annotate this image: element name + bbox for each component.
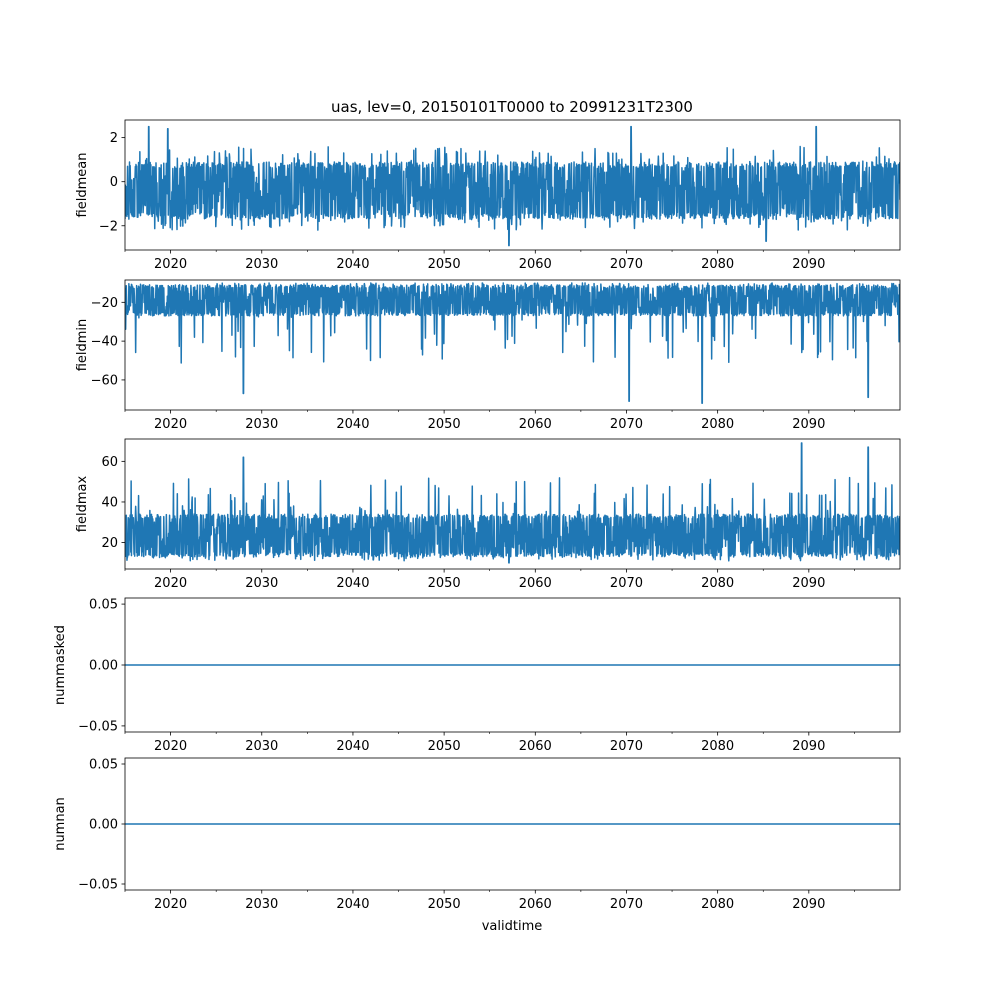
- subplot-nummasked: −0.05 0.00 0.05 2020 2030 2040 2050 2060 2070 208…: [53, 598, 901, 754]
- x-tick-label: 2020: [154, 576, 187, 591]
- axes-frame: [124, 119, 901, 251]
- x-tick-label: 2060: [519, 417, 552, 432]
- x-tick-label: 2070: [610, 417, 643, 432]
- y-axis-label: fieldmin: [75, 319, 90, 372]
- x-tick-label: 2030: [245, 417, 278, 432]
- x-tick-label: 2040: [336, 739, 369, 754]
- x-tick-label: 2050: [428, 897, 461, 912]
- x-tick-label: 2030: [245, 576, 278, 591]
- x-tick-label: 2040: [336, 417, 369, 432]
- x-tick-label: 2090: [792, 897, 825, 912]
- x-tick-label: 2060: [519, 897, 552, 912]
- y-axis-label: fieldmax: [75, 476, 90, 533]
- x-tick-label: 2060: [519, 576, 552, 591]
- fieldmean-series-line: [125, 125, 900, 247]
- y-tick-label: 0.00: [89, 818, 118, 833]
- series-group: [125, 125, 900, 247]
- x-tick-label: 2070: [610, 739, 643, 754]
- x-tick-label: 2020: [154, 739, 187, 754]
- x-tick-label: 2040: [336, 576, 369, 591]
- x-tick-label: 2030: [245, 739, 278, 754]
- x-tick-label: 2060: [519, 257, 552, 272]
- fieldmin-series-line: [125, 282, 900, 404]
- x-tick-label: 2030: [245, 257, 278, 272]
- subplot-fieldmean: −2 0 2 2020 2030 2040 2050 2060 2070 2080 2090 fiel…: [75, 119, 901, 272]
- x-tick-label: 2050: [428, 739, 461, 754]
- x-tick-label: 2090: [792, 739, 825, 754]
- x-tick-label: 2070: [610, 257, 643, 272]
- x-tick-label: 2090: [792, 257, 825, 272]
- x-tick-label: 2020: [154, 897, 187, 912]
- x-tick-label: 2080: [701, 257, 734, 272]
- x-tick-label: 2050: [428, 576, 461, 591]
- figure-title: uas, lev=0, 20150101T0000 to 20991231T23…: [331, 98, 693, 116]
- x-tick-label: 2020: [154, 257, 187, 272]
- y-tick-label: 2: [110, 131, 118, 146]
- y-tick-label: −20: [91, 296, 118, 311]
- fieldmax-series-line: [125, 442, 900, 564]
- axes-frame: [124, 438, 901, 570]
- x-tick-label: 2070: [610, 897, 643, 912]
- x-tick-label: 2040: [336, 897, 369, 912]
- x-tick-label: 2030: [245, 897, 278, 912]
- y-tick-label: −40: [91, 335, 118, 350]
- x-tick-label: 2070: [610, 576, 643, 591]
- axes-frame: [124, 279, 901, 411]
- x-tick-label: 2020: [154, 417, 187, 432]
- series-group: [125, 282, 900, 404]
- y-tick-label: 0: [110, 175, 118, 190]
- series-group: [125, 442, 900, 564]
- y-tick-label: 0.05: [89, 598, 118, 613]
- x-tick-label: 2090: [792, 576, 825, 591]
- x-tick-label: 2090: [792, 417, 825, 432]
- x-tick-label: 2080: [701, 897, 734, 912]
- y-tick-label: 40: [101, 495, 118, 510]
- x-axis-label: validtime: [482, 919, 543, 934]
- y-axis-label: fieldmean: [75, 153, 90, 218]
- y-tick-label: −0.05: [78, 878, 118, 893]
- y-tick-label: −2: [99, 219, 118, 234]
- y-tick-label: 20: [101, 536, 118, 551]
- x-tick-label: 2080: [701, 576, 734, 591]
- x-tick-label: 2080: [701, 739, 734, 754]
- y-axis-label: nummasked: [53, 625, 68, 705]
- y-tick-label: −0.05: [78, 719, 118, 734]
- x-tick-label: 2060: [519, 739, 552, 754]
- x-tick-label: 2040: [336, 257, 369, 272]
- y-axis-label: numnan: [53, 797, 68, 851]
- y-tick-label: 0.00: [89, 659, 118, 674]
- x-tick-label: 2050: [428, 257, 461, 272]
- y-tick-label: 60: [101, 455, 118, 470]
- x-tick-label: 2080: [701, 417, 734, 432]
- subplot-fieldmin: −60 −40 −20 2020 2030 2040 2050 2060 2070 2080 209…: [75, 279, 901, 432]
- y-tick-label: 0.05: [89, 758, 118, 773]
- y-tick-label: −60: [91, 373, 118, 388]
- x-tick-label: 2050: [428, 417, 461, 432]
- subplot-numnan: −0.05 0.00 0.05 2020 2030 2040 2050 2060 2070 208…: [53, 758, 901, 912]
